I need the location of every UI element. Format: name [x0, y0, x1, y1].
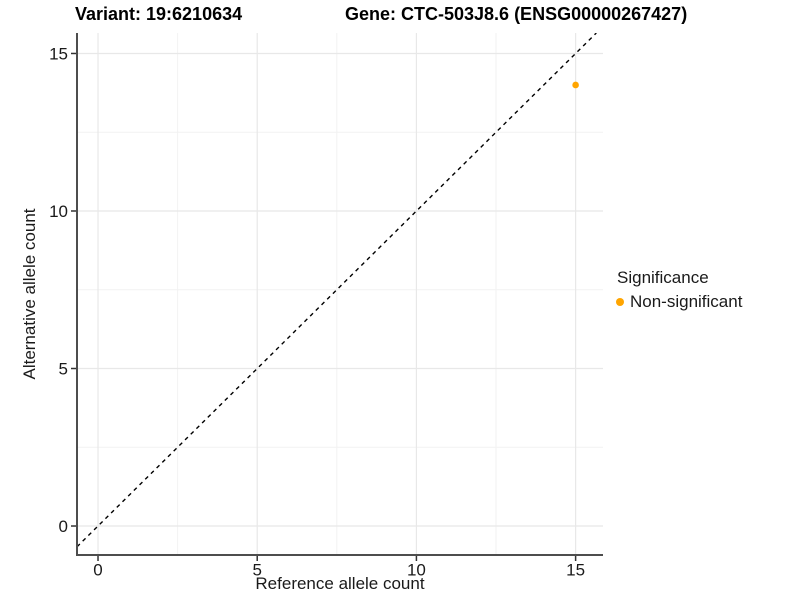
x-tick-label: 15 [566, 561, 585, 580]
y-tick-label: 0 [59, 517, 68, 536]
y-tick-label: 5 [59, 360, 68, 379]
legend-item-non-significant: Non-significant [616, 292, 742, 312]
legend: Significance Non-significant [616, 268, 742, 312]
x-tick-label: 0 [93, 561, 102, 580]
plot-title-gene: Gene: CTC-503J8.6 (ENSG00000267427) [345, 4, 688, 24]
x-tick-label: 10 [407, 561, 426, 580]
x-axis-title: Reference allele count [255, 574, 425, 593]
x-tick-label: 5 [252, 561, 261, 580]
identity-reference-line [77, 33, 597, 548]
data-point [572, 81, 579, 89]
y-tick-label: 10 [49, 202, 68, 221]
y-tick-label: 15 [49, 44, 68, 63]
legend-item-label: Non-significant [630, 292, 743, 311]
legend-point-icon [616, 298, 624, 306]
legend-title: Significance [617, 268, 709, 287]
plot-title-variant: Variant: 19:6210634 [75, 4, 243, 24]
